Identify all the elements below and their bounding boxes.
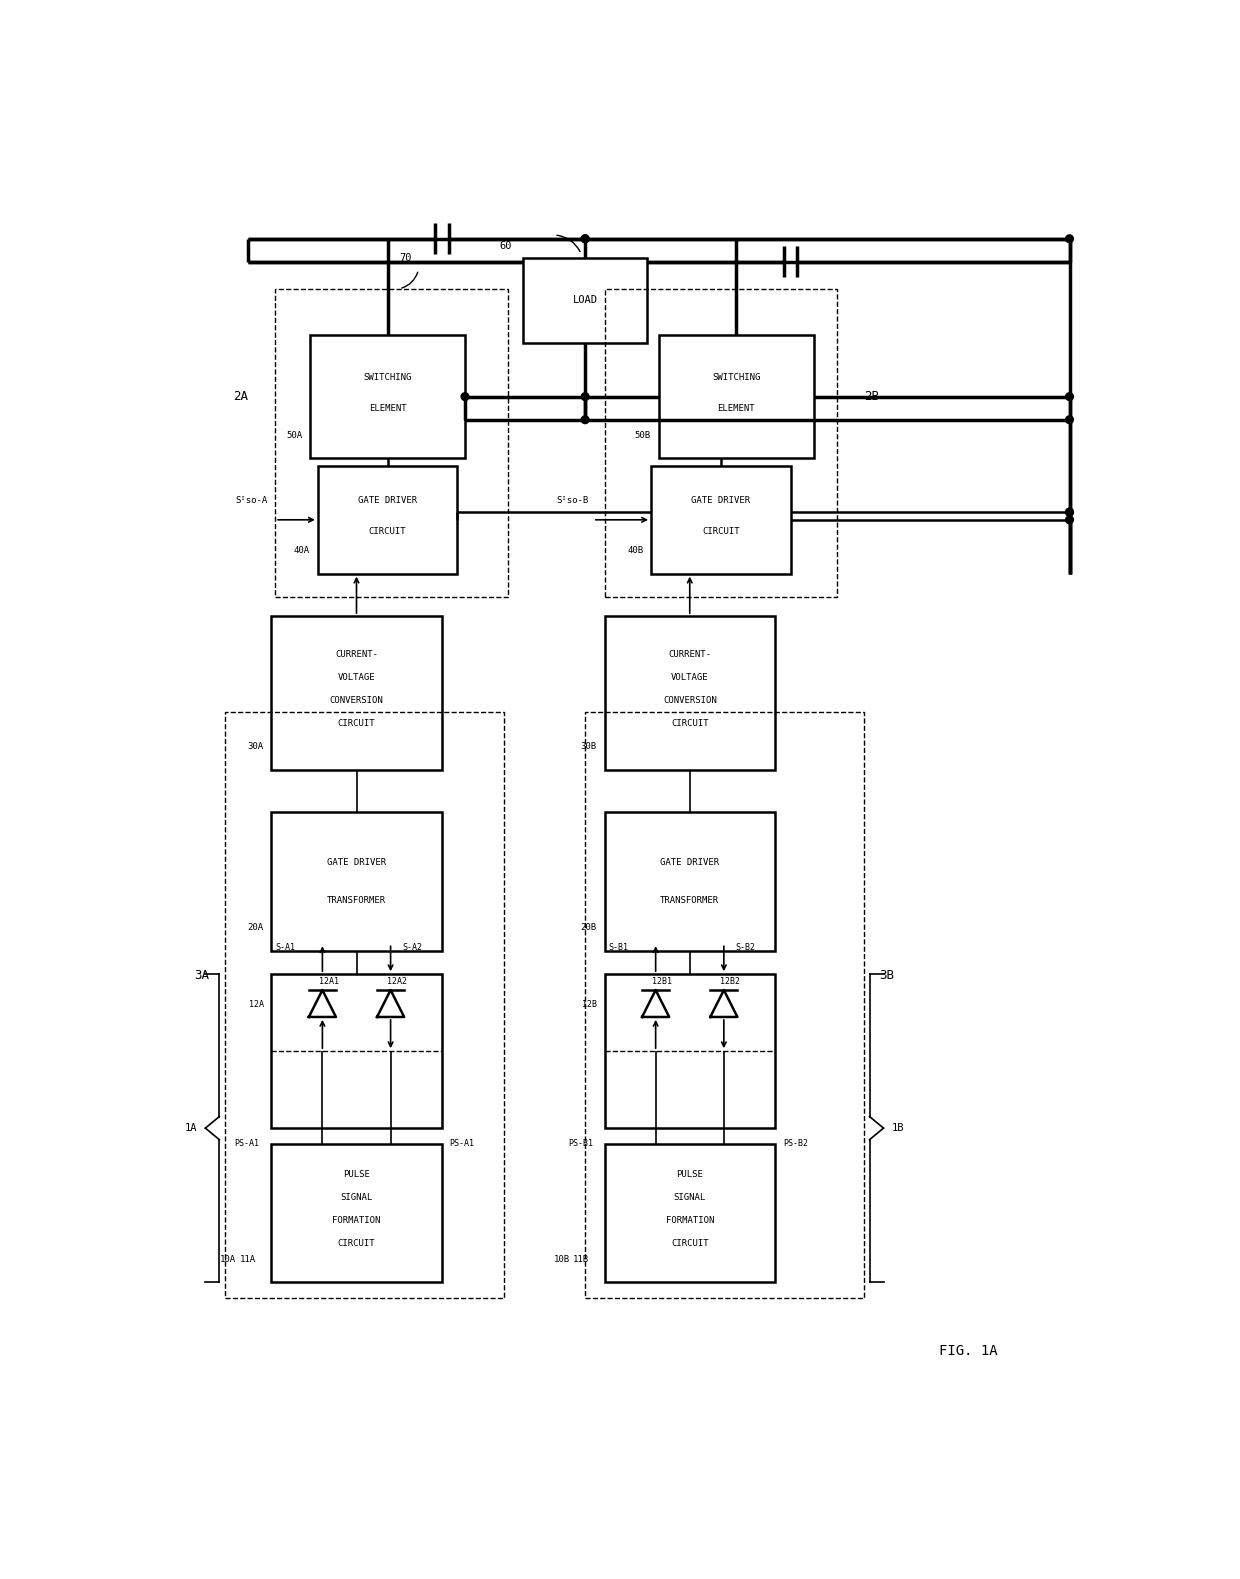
Text: 3B: 3B	[879, 970, 894, 982]
Text: PS-B2: PS-B2	[782, 1138, 807, 1148]
Text: 3A: 3A	[195, 970, 210, 982]
Text: 12B: 12B	[582, 1001, 596, 1009]
Bar	[605, 289, 837, 597]
Text: 11B: 11B	[573, 1254, 589, 1263]
Bar	[523, 257, 647, 343]
Text: 10A: 10A	[221, 1254, 237, 1263]
Circle shape	[582, 393, 589, 401]
Circle shape	[461, 393, 469, 401]
Text: 12A2: 12A2	[387, 977, 407, 987]
Text: CIRCUIT: CIRCUIT	[671, 1240, 708, 1247]
Text: 20A: 20A	[247, 924, 263, 933]
Circle shape	[1065, 508, 1074, 516]
Text: 10B: 10B	[553, 1254, 569, 1263]
Text: ELEMENT: ELEMENT	[368, 404, 407, 412]
Text: PULSE: PULSE	[676, 1170, 703, 1180]
Text: ELEMENT: ELEMENT	[718, 404, 755, 412]
Text: 1B: 1B	[892, 1123, 904, 1134]
Bar	[605, 1143, 775, 1282]
Text: 12B2: 12B2	[720, 977, 740, 987]
Text: FORMATION: FORMATION	[332, 1216, 381, 1225]
Text: 20B: 20B	[580, 924, 596, 933]
Text: CIRCUIT: CIRCUIT	[337, 1240, 376, 1247]
Bar	[272, 974, 441, 1127]
Text: 2B: 2B	[864, 390, 879, 403]
Circle shape	[582, 235, 589, 243]
Bar	[310, 335, 465, 458]
Text: Sᴵso-B: Sᴵso-B	[557, 496, 589, 505]
Text: SWITCHING: SWITCHING	[712, 373, 760, 382]
Text: CIRCUIT: CIRCUIT	[368, 527, 407, 535]
Text: VOLTAGE: VOLTAGE	[337, 673, 376, 682]
Text: S-A2: S-A2	[402, 943, 423, 952]
Text: SWITCHING: SWITCHING	[363, 373, 412, 382]
Text: VOLTAGE: VOLTAGE	[671, 673, 708, 682]
Text: 11A: 11A	[239, 1254, 255, 1263]
Text: 40A: 40A	[294, 546, 310, 556]
Text: GATE DRIVER: GATE DRIVER	[660, 857, 719, 867]
Text: S-A1: S-A1	[275, 943, 295, 952]
Text: 30B: 30B	[580, 742, 596, 752]
Text: CURRENT-: CURRENT-	[668, 651, 712, 658]
Text: FIG. 1A: FIG. 1A	[940, 1344, 998, 1358]
Circle shape	[1065, 415, 1074, 423]
Bar	[651, 466, 791, 573]
Text: SIGNAL: SIGNAL	[673, 1192, 706, 1202]
Text: PS-A1: PS-A1	[234, 1138, 259, 1148]
Text: CIRCUIT: CIRCUIT	[671, 720, 708, 728]
Text: FORMATION: FORMATION	[666, 1216, 714, 1225]
Text: 2A: 2A	[233, 390, 248, 403]
Bar	[272, 813, 441, 951]
Text: CONVERSION: CONVERSION	[330, 696, 383, 706]
Text: LOAD: LOAD	[573, 295, 598, 305]
Circle shape	[582, 415, 589, 423]
Circle shape	[1065, 508, 1074, 516]
Bar	[317, 466, 458, 573]
Text: PS-B1: PS-B1	[568, 1138, 593, 1148]
Bar	[272, 616, 441, 771]
Text: S-B1: S-B1	[609, 943, 629, 952]
Circle shape	[1065, 516, 1074, 524]
Text: S-B2: S-B2	[735, 943, 755, 952]
Bar	[658, 335, 813, 458]
Bar	[605, 974, 775, 1127]
Text: CONVERSION: CONVERSION	[663, 696, 717, 706]
Text: CIRCUIT: CIRCUIT	[337, 720, 376, 728]
Circle shape	[1065, 393, 1074, 401]
Circle shape	[582, 235, 589, 243]
Text: 1A: 1A	[185, 1123, 197, 1134]
Bar	[585, 712, 864, 1298]
Text: GATE DRIVER: GATE DRIVER	[691, 496, 750, 505]
Text: TRANSFORMER: TRANSFORMER	[660, 897, 719, 905]
Bar	[224, 712, 503, 1298]
Text: GATE DRIVER: GATE DRIVER	[358, 496, 417, 505]
Text: PULSE: PULSE	[343, 1170, 370, 1180]
Text: 12A1: 12A1	[319, 977, 339, 987]
Text: GATE DRIVER: GATE DRIVER	[327, 857, 386, 867]
Text: SIGNAL: SIGNAL	[340, 1192, 373, 1202]
Text: 12B1: 12B1	[652, 977, 672, 987]
Text: TRANSFORMER: TRANSFORMER	[327, 897, 386, 905]
Text: CURRENT-: CURRENT-	[335, 651, 378, 658]
Bar	[272, 1143, 441, 1282]
Bar	[275, 289, 507, 597]
Circle shape	[1065, 235, 1074, 243]
Text: 70: 70	[399, 253, 412, 264]
Text: 40B: 40B	[627, 546, 644, 556]
Bar	[605, 616, 775, 771]
Text: 50A: 50A	[286, 431, 303, 439]
Text: 60: 60	[498, 242, 511, 251]
Text: 30A: 30A	[247, 742, 263, 752]
Bar	[605, 813, 775, 951]
Text: PS-A1: PS-A1	[449, 1138, 475, 1148]
Text: 12A: 12A	[248, 1001, 263, 1009]
Text: Sᴵso-A: Sᴵso-A	[236, 496, 268, 505]
Text: CIRCUIT: CIRCUIT	[702, 527, 739, 535]
Text: 50B: 50B	[635, 431, 651, 439]
